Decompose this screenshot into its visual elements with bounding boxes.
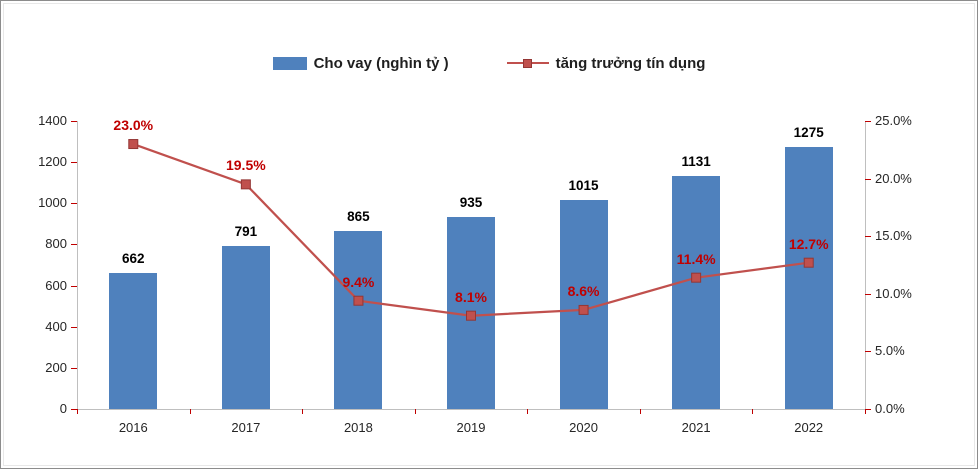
y-axis-left-tick [71, 121, 77, 122]
line-series-label: tăng trưởng tín dụng [555, 55, 706, 72]
line-value-label: 11.4% [676, 250, 716, 267]
line-value-label: 12.7% [788, 235, 829, 252]
x-axis-tick [865, 409, 866, 414]
x-axis-category-label: 2021 [681, 420, 711, 435]
legend: Cho vay (nghìn tỷ ) tăng trưởng tín dụng [1, 55, 977, 72]
x-axis-category-label: 2020 [569, 420, 599, 435]
bar-2022 [784, 146, 833, 409]
y-axis-right-label: 15.0% [875, 228, 912, 244]
y-axis-left-label: 0 [59, 401, 67, 416]
line-value-label: 8.6% [567, 282, 600, 299]
y-axis-right-tick [865, 121, 871, 122]
y-axis-left-tick [71, 409, 77, 410]
bar-value-label: 791 [234, 224, 258, 240]
line-marker [240, 179, 251, 190]
y-axis-left-tick [71, 367, 77, 369]
y-axis-left-label: 1400 [38, 113, 67, 128]
y-axis-right-tick [865, 236, 871, 238]
y-axis-left-tick [71, 162, 77, 164]
x-axis-category-label: 2017 [231, 420, 261, 435]
x-axis-tick [189, 409, 191, 414]
line-value-label: 9.4% [342, 273, 375, 290]
x-axis-tick [639, 409, 641, 414]
line-value-label: 19.5% [225, 157, 266, 174]
x-axis-tick [77, 409, 78, 414]
bar-value-label: 865 [347, 209, 370, 225]
y-axis-right-label: 25.0% [875, 113, 912, 128]
bar-2018 [334, 231, 383, 409]
y-axis-left-label: 600 [45, 277, 67, 293]
y-axis-right-tick [865, 293, 871, 295]
y-axis-left-label: 800 [45, 236, 67, 252]
x-axis-category-label: 2019 [456, 420, 486, 435]
x-axis-tick [527, 409, 529, 414]
bar-value-label: 662 [122, 250, 145, 266]
bar-series-label: Cho vay (nghìn tỷ ) [313, 55, 449, 72]
x-axis-tick [302, 409, 304, 414]
y-axis-left-line [77, 121, 78, 409]
bar-2017 [221, 246, 270, 409]
bar-series-swatch-icon [272, 57, 307, 70]
y-axis-left-label: 1200 [38, 154, 67, 170]
y-axis-right-tick [865, 178, 871, 180]
bar-2019 [447, 216, 495, 409]
y-axis-right-line [865, 121, 866, 409]
y-axis-right-label: 0.0% [875, 401, 905, 416]
bar-2020 [559, 200, 608, 409]
x-axis-category-label: 2016 [118, 420, 148, 435]
line-marker [128, 139, 139, 150]
line-series-swatch-icon [506, 57, 549, 70]
y-axis-right-tick [865, 351, 871, 353]
legend-item-credit-growth: tăng trưởng tín dụng [506, 55, 706, 72]
bar-2021 [672, 176, 721, 409]
x-axis-tick [414, 409, 416, 414]
y-axis-right-label: 5.0% [875, 343, 905, 359]
bar-2016 [109, 272, 158, 409]
legend-item-loans: Cho vay (nghìn tỷ ) [272, 55, 449, 72]
x-axis-category-label: 2022 [794, 420, 824, 435]
x-axis-category-label: 2018 [343, 420, 373, 435]
bar-value-label: 1131 [681, 154, 711, 170]
y-axis-left-label: 200 [45, 359, 67, 375]
y-axis-left-tick [71, 326, 77, 328]
x-axis-tick [752, 409, 754, 414]
y-axis-left-label: 400 [45, 318, 67, 334]
y-axis-right-tick [865, 409, 871, 410]
y-axis-right-label: 20.0% [875, 170, 912, 186]
bar-value-label: 1015 [568, 178, 599, 194]
y-axis-left-label: 1000 [38, 195, 67, 211]
line-swatch-marker [522, 59, 532, 68]
y-axis-right-label: 10.0% [875, 285, 912, 301]
y-axis-left-tick [71, 244, 77, 246]
bar-value-label: 935 [459, 194, 483, 210]
y-axis-left-tick [71, 203, 77, 205]
line-value-label: 8.1% [455, 288, 487, 305]
bar-value-label: 1275 [793, 124, 824, 140]
y-axis-left-tick [71, 285, 77, 287]
line-value-label: 23.0% [113, 117, 154, 134]
x-axis-line [77, 409, 865, 410]
